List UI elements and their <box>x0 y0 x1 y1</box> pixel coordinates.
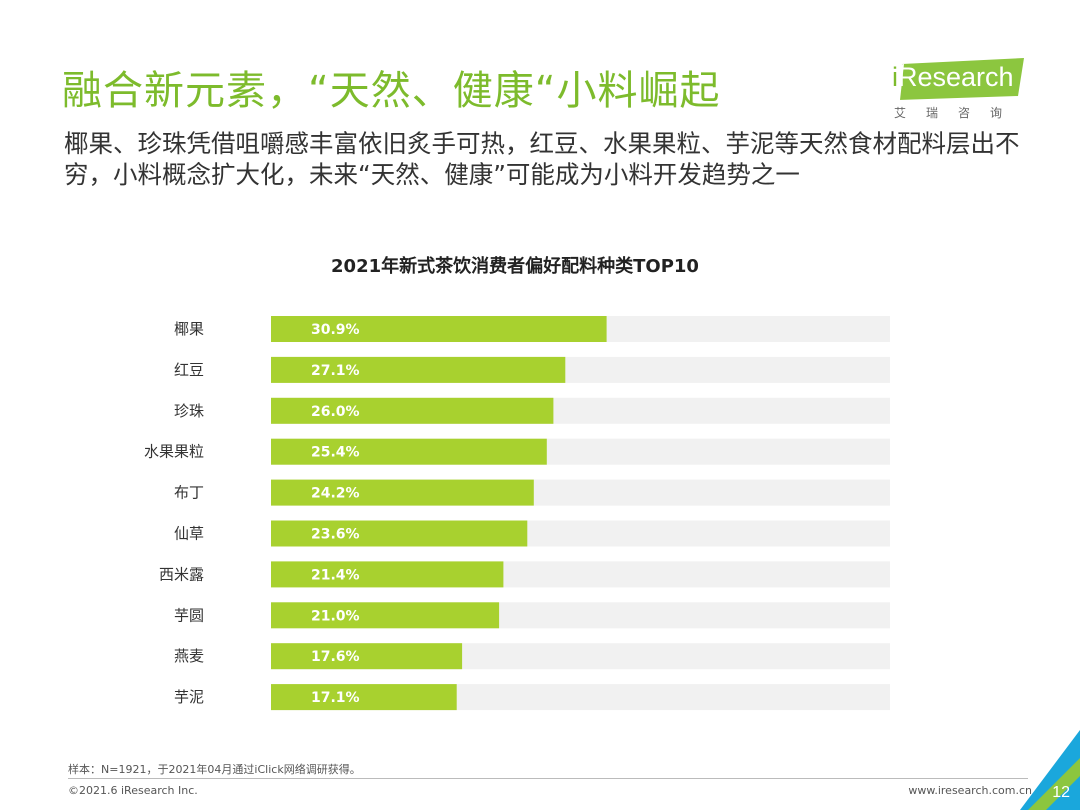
category-label: 仙草 <box>174 525 204 543</box>
bar <box>271 602 500 629</box>
data-label: 26.0% <box>311 404 360 420</box>
data-label: 21.0% <box>311 608 360 624</box>
category-label: 西米露 <box>159 565 204 583</box>
data-label: 30.9% <box>311 322 360 338</box>
data-label: 17.6% <box>311 649 360 665</box>
logo-subtitle: 艾瑞咨询 <box>894 106 1023 120</box>
data-label: 27.1% <box>311 363 360 379</box>
bar <box>271 356 566 383</box>
bar <box>271 438 547 465</box>
category-label: 水果果粒 <box>144 443 204 461</box>
category-label: 燕麦 <box>174 647 204 665</box>
category-label: 芋圆 <box>174 606 204 624</box>
category-label: 布丁 <box>174 484 204 502</box>
page-title: 融合新元素，“天然、健康“小料崛起 <box>62 68 721 114</box>
bar <box>271 479 534 506</box>
sample-note: 样本：N=1921，于2021年04月通过iClick网络调研获得。 <box>68 763 361 776</box>
bar <box>271 316 607 342</box>
logo-wordmark: iResearch <box>892 62 1014 92</box>
data-label: 17.1% <box>311 690 360 706</box>
website-link[interactable]: www.iresearch.com.cn <box>908 784 1032 797</box>
data-label: 21.4% <box>311 567 360 583</box>
bar <box>271 520 528 547</box>
category-label: 芋泥 <box>174 688 204 706</box>
data-label: 23.6% <box>311 527 360 543</box>
corner-decoration <box>1020 730 1080 810</box>
footer-divider <box>68 778 1028 779</box>
bar <box>271 397 554 424</box>
data-label: 25.4% <box>311 445 360 461</box>
chart-title: 2021年新式茶饮消费者偏好配料种类TOP10 <box>331 256 699 277</box>
bar <box>271 561 504 588</box>
page-subtitle: 椰果、珍珠凭借咀嚼感丰富依旧炙手可热，红豆、水果果粒、芋泥等天然食材配料层出不穷… <box>64 129 1020 189</box>
data-label: 24.2% <box>311 486 360 502</box>
category-label: 珍珠 <box>174 402 204 420</box>
copyright-text: ©2021.6 iResearch Inc. <box>68 784 198 797</box>
bar <box>271 684 457 711</box>
category-label: 红豆 <box>174 361 204 379</box>
logo-banner-shape <box>888 58 1024 100</box>
page-number: 12 <box>1052 784 1070 801</box>
bar <box>271 643 463 670</box>
category-label: 椰果 <box>174 320 204 338</box>
iresearch-logo: iResearch 艾瑞咨询 <box>888 56 1028 120</box>
